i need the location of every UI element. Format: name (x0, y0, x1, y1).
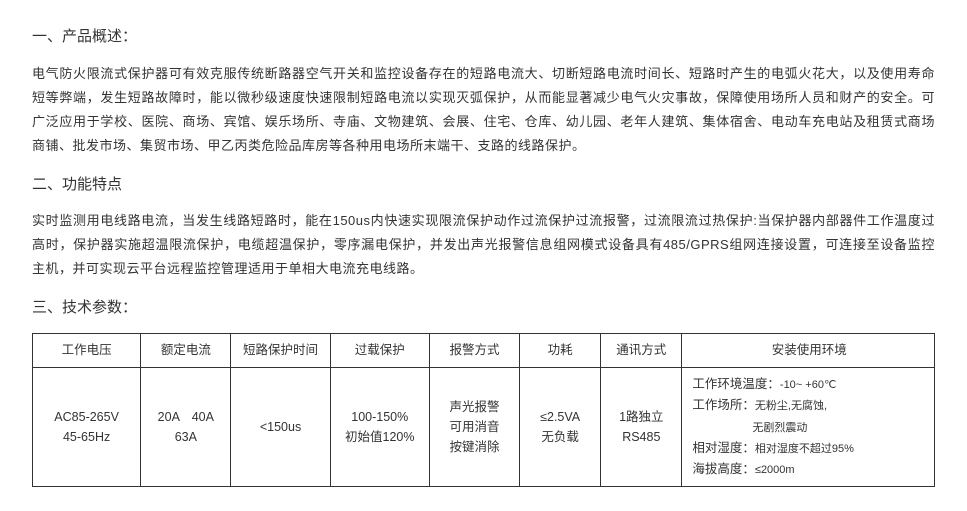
env-temp-label: 工作环境温度： (692, 377, 780, 391)
env-place-label: 工作场所： (692, 398, 755, 412)
cell-comm: 1路独立 RS485 (601, 368, 682, 487)
overload-line1: 100-150% (351, 410, 408, 424)
alarm-line2: 可用消音 (449, 420, 499, 434)
voltage-line1: AC85-265V (54, 410, 119, 424)
table-header-row: 工作电压 额定电流 短路保护时间 过载保护 报警方式 功耗 通讯方式 安装使用环… (33, 333, 935, 367)
header-voltage: 工作电压 (33, 333, 141, 367)
header-power: 功耗 (520, 333, 601, 367)
env-temp-value: -10~ +60℃ (780, 379, 836, 391)
env-altitude-value: ≤2000m (755, 464, 795, 476)
header-alarm: 报警方式 (429, 333, 519, 367)
cell-power: ≤2.5VA 无负载 (520, 368, 601, 487)
power-line2: 无负载 (541, 430, 579, 444)
cell-shorttime: <150us (231, 368, 330, 487)
alarm-line3: 按键消除 (449, 440, 499, 454)
env-place-value-l1: 无粉尘,无腐蚀, (755, 400, 827, 412)
comm-line1: 1路独立 (619, 410, 663, 424)
header-overload: 过载保护 (330, 333, 429, 367)
header-comm: 通讯方式 (601, 333, 682, 367)
env-place-value-l2: 无剧烈震动 (752, 422, 807, 434)
env-humidity-label: 相对湿度： (692, 441, 755, 455)
header-env: 安装使用环境 (682, 333, 935, 367)
current-line1: 20A 40A (158, 410, 214, 424)
env-humidity-value: 相对湿度不超过95% (755, 443, 854, 455)
current-line2: 63A (175, 430, 197, 444)
overview-heading: 一、产品概述： (32, 24, 935, 50)
voltage-line2: 45-65Hz (63, 430, 110, 444)
overload-line2: 初始值120% (345, 430, 414, 444)
cell-voltage: AC85-265V 45-65Hz (33, 368, 141, 487)
table-row: AC85-265V 45-65Hz 20A 40A 63A <150us 100… (33, 368, 935, 487)
env-altitude-label: 海拔高度： (692, 462, 755, 476)
header-current: 额定电流 (141, 333, 231, 367)
power-line1: ≤2.5VA (540, 410, 580, 424)
cell-current: 20A 40A 63A (141, 368, 231, 487)
cell-overload: 100-150% 初始值120% (330, 368, 429, 487)
overview-paragraph: 电气防火限流式保护器可有效克服传统断路器空气开关和监控设备存在的短路电流大、切断… (32, 62, 935, 158)
alarm-line1: 声光报警 (449, 400, 499, 414)
features-heading: 二、功能特点 (32, 172, 935, 198)
specs-table: 工作电压 额定电流 短路保护时间 过载保护 报警方式 功耗 通讯方式 安装使用环… (32, 333, 935, 488)
comm-line2: RS485 (622, 430, 660, 444)
cell-alarm: 声光报警 可用消音 按键消除 (429, 368, 519, 487)
header-shorttime: 短路保护时间 (231, 333, 330, 367)
cell-env: 工作环境温度：-10~ +60℃ 工作场所：无粉尘,无腐蚀, 无剧烈震动 相对湿… (682, 368, 935, 487)
specs-heading: 三、技术参数： (32, 295, 935, 321)
features-paragraph: 实时监测用电线路电流，当发生线路短路时，能在150us内快速实现限流保护动作过流… (32, 209, 935, 281)
